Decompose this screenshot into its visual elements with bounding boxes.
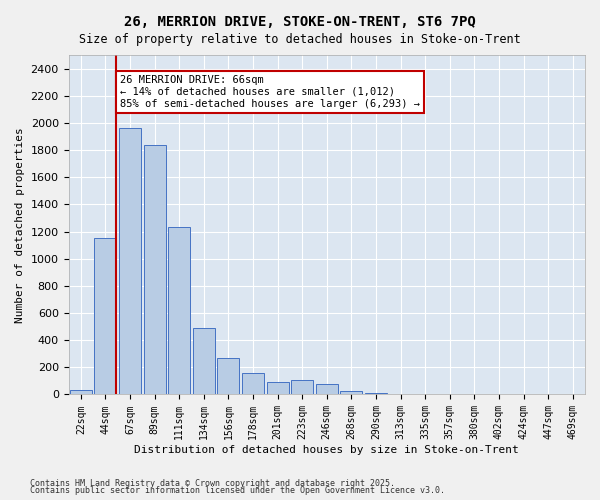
Bar bbox=[143, 144, 166, 394]
Bar bbox=[340, 391, 362, 394]
Text: 26, MERRION DRIVE, STOKE-ON-TRENT, ST6 7PQ: 26, MERRION DRIVE, STOKE-ON-TRENT, ST6 7… bbox=[124, 15, 476, 29]
X-axis label: Distribution of detached houses by size in Stoke-on-Trent: Distribution of detached houses by size … bbox=[134, 445, 519, 455]
Text: 26 MERRION DRIVE: 66sqm
← 14% of detached houses are smaller (1,012)
85% of semi: 26 MERRION DRIVE: 66sqm ← 14% of detache… bbox=[120, 76, 420, 108]
Bar bbox=[242, 374, 264, 394]
Bar bbox=[168, 227, 190, 394]
Text: Size of property relative to detached houses in Stoke-on-Trent: Size of property relative to detached ho… bbox=[79, 32, 521, 46]
Bar bbox=[94, 238, 116, 394]
Text: Contains public sector information licensed under the Open Government Licence v3: Contains public sector information licen… bbox=[30, 486, 445, 495]
Bar bbox=[266, 382, 289, 394]
Y-axis label: Number of detached properties: Number of detached properties bbox=[15, 127, 25, 322]
Bar bbox=[193, 328, 215, 394]
Bar bbox=[70, 390, 92, 394]
Bar bbox=[365, 393, 387, 394]
Bar bbox=[291, 380, 313, 394]
Text: Contains HM Land Registry data © Crown copyright and database right 2025.: Contains HM Land Registry data © Crown c… bbox=[30, 478, 395, 488]
Bar bbox=[217, 358, 239, 394]
Bar bbox=[119, 128, 141, 394]
Bar bbox=[316, 384, 338, 394]
